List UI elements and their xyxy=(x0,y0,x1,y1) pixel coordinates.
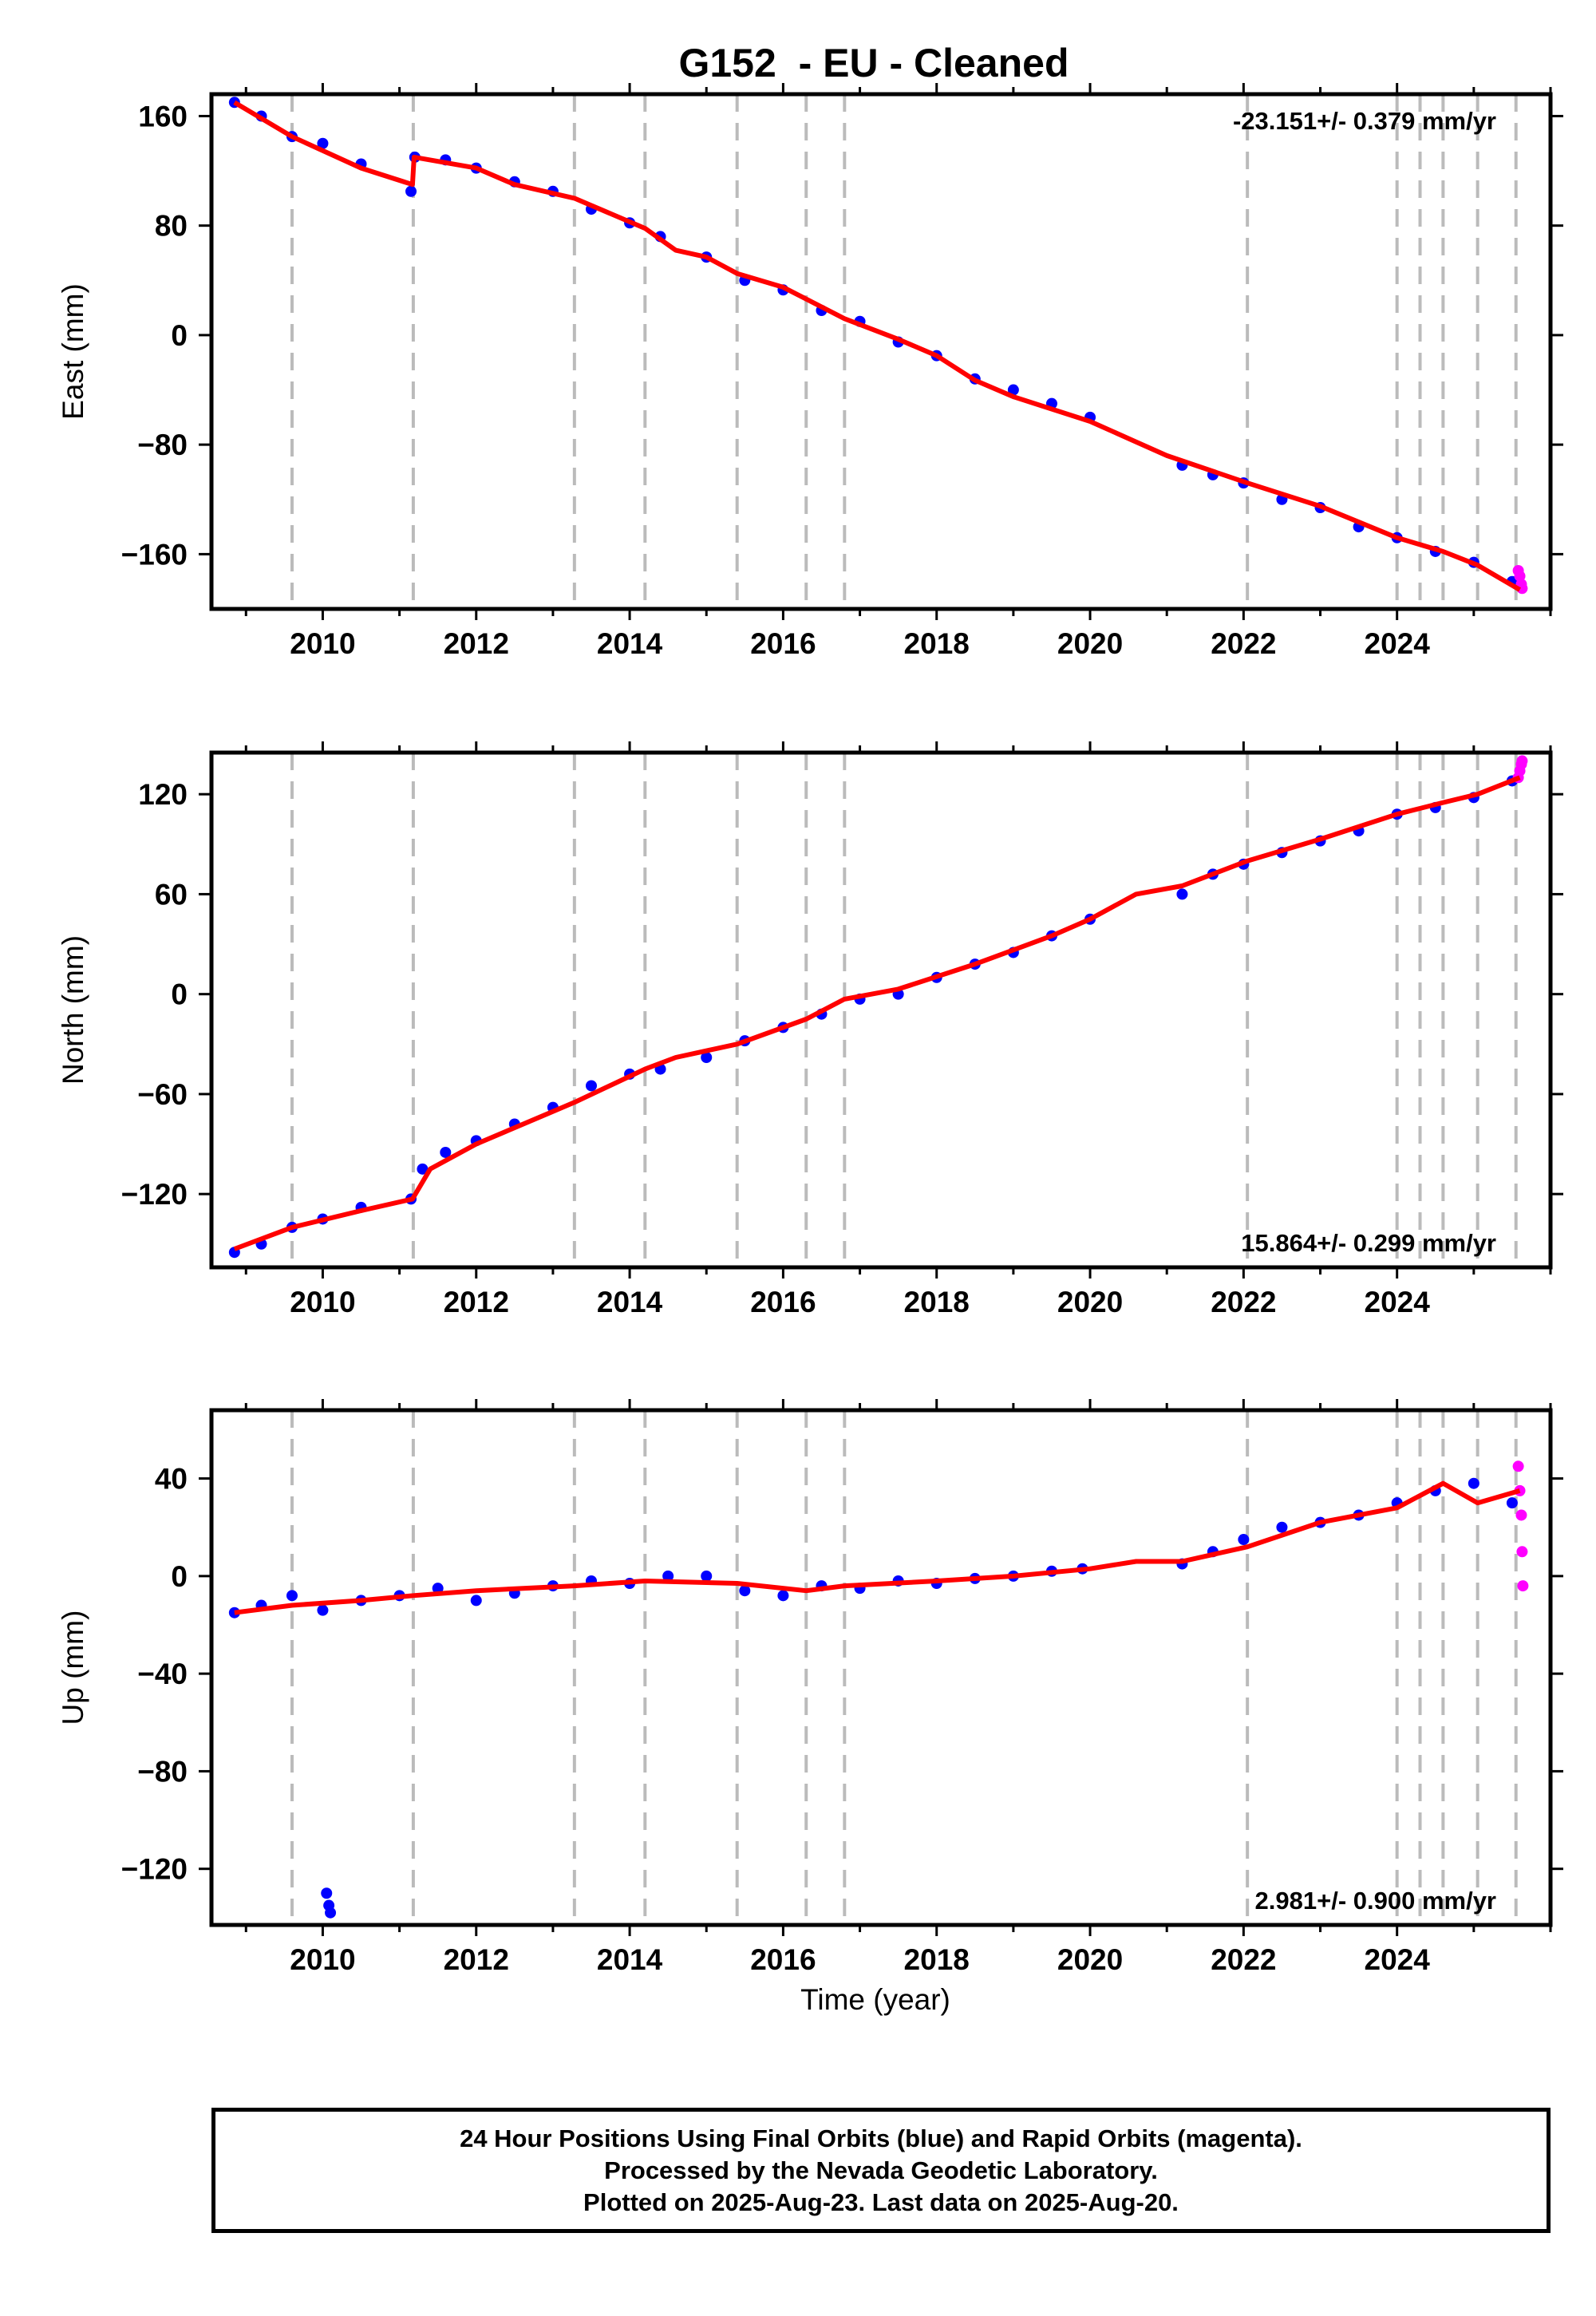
panel-east: 2010 2012 2014 2016 2018 2020 2022 2024 160 80 0 −8… xyxy=(57,83,1563,660)
x-tick-label: 2018 xyxy=(904,627,970,660)
plot-frame xyxy=(209,1408,1553,1927)
x-tick-label: 2018 xyxy=(904,1943,970,1976)
model-line xyxy=(233,100,1522,592)
panel-north: 2010 2012 2014 2016 2018 2020 2022 2024 120 60 0 −6… xyxy=(57,741,1563,1318)
y-tick-label: −120 xyxy=(121,1178,188,1211)
y-tick-label: 0 xyxy=(171,978,188,1011)
final-orbit-point xyxy=(1468,1477,1479,1489)
final-orbit-point xyxy=(1007,384,1019,396)
x-tick-label: 2012 xyxy=(444,1286,509,1318)
y-tick-label: 0 xyxy=(171,319,188,352)
x-tick-label: 2012 xyxy=(444,627,509,660)
y-tick-label: −80 xyxy=(137,1755,188,1788)
final-orbit-point xyxy=(1176,888,1188,900)
x-tick-label: 2010 xyxy=(290,1943,355,1976)
x-tick-label: 2014 xyxy=(597,1943,663,1976)
y-tick-label: 120 xyxy=(138,778,188,811)
rapid-orbit-point xyxy=(1516,583,1528,595)
rate-label: 2.981+/- 0.900 mm/yr xyxy=(1255,1887,1496,1915)
y-tick-label: −40 xyxy=(137,1658,188,1690)
y-axis-label: Up (mm) xyxy=(57,1611,89,1725)
x-tick-label: 2022 xyxy=(1211,1286,1276,1318)
footer-line-2: Processed by the Nevada Geodetic Laborat… xyxy=(604,2156,1158,2184)
final-orbit-point xyxy=(585,1080,597,1092)
x-tick-label: 2016 xyxy=(750,627,816,660)
x-tick-label: 2022 xyxy=(1211,627,1276,660)
final-orbit-point xyxy=(1238,1534,1250,1546)
x-tick-label: 2012 xyxy=(444,1943,509,1976)
y-tick-label: 80 xyxy=(155,210,188,243)
y-axis-label: East (mm) xyxy=(57,283,89,420)
rate-label: -23.151+/- 0.379 mm/yr xyxy=(1233,107,1496,135)
figure-title: G152 - EU - Cleaned xyxy=(678,41,1069,85)
y-tick-label: 60 xyxy=(155,878,188,911)
y-tick-label: 160 xyxy=(138,100,188,132)
final-orbit-point xyxy=(325,1907,337,1919)
y-tick-label: −80 xyxy=(137,429,188,461)
x-axis-label: Time (year) xyxy=(800,1983,950,2016)
final-orbit-point xyxy=(417,1163,429,1175)
final-orbit-point xyxy=(1276,1521,1288,1533)
x-tick-label: 2020 xyxy=(1057,1286,1123,1318)
final-orbit-point xyxy=(662,1570,674,1582)
final-orbit-point xyxy=(286,1590,298,1602)
x-tick-label: 2022 xyxy=(1211,1943,1276,1976)
panels: 2010 2012 2014 2016 2018 2020 2022 2024 160 80 0 −8… xyxy=(57,83,1563,1976)
x-tick-label: 2020 xyxy=(1057,627,1123,660)
final-orbit-point xyxy=(701,1051,713,1063)
x-tick-label: 2010 xyxy=(290,627,355,660)
y-tick-label: 40 xyxy=(155,1463,188,1496)
rapid-orbit-point xyxy=(1517,1580,1529,1592)
x-tick-label: 2024 xyxy=(1365,1943,1431,1976)
y-axis-label: North (mm) xyxy=(57,935,89,1085)
final-orbit-point xyxy=(739,1585,751,1597)
plot-frame xyxy=(209,750,1553,1270)
plot-area xyxy=(228,1410,1529,1925)
x-tick-label: 2018 xyxy=(904,1286,970,1318)
model-line xyxy=(234,1480,1521,1615)
final-orbit-point xyxy=(321,1887,333,1899)
final-orbit-point xyxy=(701,1570,713,1582)
x-tick-label: 2014 xyxy=(597,1286,663,1318)
footer-line-1: 24 Hour Positions Using Final Orbits (bl… xyxy=(460,2124,1302,2152)
y-tick-label: 0 xyxy=(171,1560,188,1593)
model-line xyxy=(233,775,1521,1251)
rapid-orbit-point xyxy=(1516,1546,1528,1558)
plot-area xyxy=(228,753,1528,1267)
final-orbit-point xyxy=(470,1595,482,1607)
final-orbit-point xyxy=(777,1590,789,1602)
rate-label: 15.864+/- 0.299 mm/yr xyxy=(1241,1229,1496,1257)
panel-up: 2010 2012 2014 2016 2018 2020 2022 2024 40 0 −40 −8… xyxy=(57,1399,1563,1976)
y-tick-label: −60 xyxy=(137,1078,188,1111)
x-tick-label: 2020 xyxy=(1057,1943,1123,1976)
rapid-orbit-point xyxy=(1515,1509,1527,1521)
y-tick-label: −120 xyxy=(121,1853,188,1886)
final-orbit-point xyxy=(317,137,329,149)
x-tick-label: 2016 xyxy=(750,1943,816,1976)
rapid-orbit-point xyxy=(1516,755,1528,767)
final-orbit-point xyxy=(317,1604,329,1616)
x-tick-label: 2024 xyxy=(1365,1286,1431,1318)
footer-line-3: Plotted on 2025-Aug-23. Last data on 202… xyxy=(583,2188,1179,2216)
final-orbit-point xyxy=(405,185,417,197)
x-tick-label: 2024 xyxy=(1365,627,1431,660)
plot-area xyxy=(228,94,1528,609)
x-tick-label: 2014 xyxy=(597,627,663,660)
final-orbit-point xyxy=(440,1146,452,1158)
rapid-orbit-point xyxy=(1512,1460,1524,1472)
final-orbit-point xyxy=(1506,1497,1518,1509)
x-tick-label: 2010 xyxy=(290,1286,355,1318)
y-tick-label: −160 xyxy=(121,538,188,571)
plot-frame xyxy=(209,92,1553,611)
x-tick-label: 2016 xyxy=(750,1286,816,1318)
footer-box: 24 Hour Positions Using Final Orbits (bl… xyxy=(211,2108,1551,2233)
